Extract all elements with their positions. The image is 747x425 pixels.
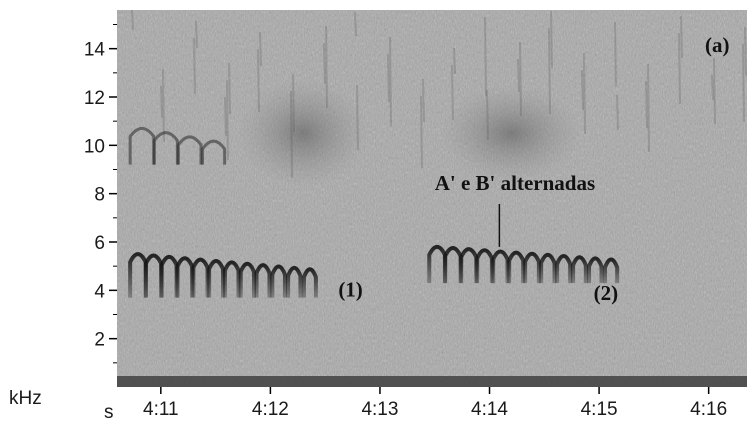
streak xyxy=(292,73,295,133)
broadband-noise-cloud-2 xyxy=(440,84,583,182)
y-tick-label: 10 xyxy=(84,136,105,157)
phrase-2-notes-note xyxy=(555,254,573,284)
streak xyxy=(193,37,196,95)
panel-label: (a) xyxy=(705,33,730,57)
streak xyxy=(290,90,293,179)
phrase-1-upper-notes-note xyxy=(200,139,227,165)
streak xyxy=(614,21,617,87)
streak xyxy=(228,62,231,115)
streak xyxy=(453,47,456,75)
streak xyxy=(680,15,683,59)
streak xyxy=(519,41,522,117)
phrase-1-notes-note xyxy=(191,257,210,298)
phrase-1-upper-notes-note xyxy=(176,135,203,165)
streak xyxy=(742,43,745,123)
streak xyxy=(160,85,163,119)
phrase-2-notes-note xyxy=(603,257,620,284)
streak xyxy=(195,20,198,49)
streak xyxy=(744,26,747,77)
streak xyxy=(484,16,487,97)
streak xyxy=(226,79,229,161)
phrase-1-notes-note xyxy=(238,261,256,298)
annotation: (2) xyxy=(594,281,619,305)
y-tick-label: 2 xyxy=(94,330,105,351)
plot-grain xyxy=(117,10,747,387)
low-frequency-band xyxy=(117,376,747,387)
phrase-2-notes-note xyxy=(571,255,588,284)
phrase-1-notes-note xyxy=(207,259,226,298)
streak xyxy=(162,68,165,143)
axes: 2 4 6 8 10 12 14 4:11 4:12 4:13 4:14 4:15 4:16 xyxy=(84,24,727,420)
phrase-2-notes-note xyxy=(523,251,541,284)
x-tick-label: 4:16 xyxy=(690,399,727,420)
broadband-noise-cloud-1 xyxy=(237,78,369,188)
x-axis-label: s xyxy=(104,402,114,423)
streak xyxy=(711,74,714,101)
vertical-streaks xyxy=(131,10,747,179)
streak xyxy=(616,94,619,131)
streak xyxy=(517,58,520,93)
phrase-1-notes-note xyxy=(222,260,241,298)
y-tick-label: 4 xyxy=(94,281,105,302)
streak xyxy=(713,57,716,125)
y-axis-label: kHz xyxy=(9,388,42,409)
annotations: A' e B' alternadas (1) (2) xyxy=(338,171,618,305)
phrase-1-notes-note xyxy=(270,264,287,298)
phrase-1-notes-note xyxy=(286,266,303,298)
x-tick-label: 4:15 xyxy=(581,399,618,420)
streak xyxy=(581,69,584,111)
y-tick-label: 6 xyxy=(94,233,105,254)
streak xyxy=(583,52,586,135)
streak xyxy=(420,95,423,169)
x-tick-label: 4:13 xyxy=(361,399,398,420)
streak xyxy=(325,25,328,109)
phrase-1-upper-notes-note xyxy=(128,126,156,165)
y-tick-label: 14 xyxy=(84,40,106,61)
annotation: A' e B' alternadas xyxy=(435,171,595,195)
streak xyxy=(257,48,260,113)
streak xyxy=(131,10,134,31)
streak xyxy=(647,63,650,153)
x-tick-label: 4:12 xyxy=(252,399,289,420)
streak xyxy=(259,31,262,67)
x-tick-label: 4:14 xyxy=(471,399,508,420)
streak xyxy=(422,78,425,123)
noise-clouds xyxy=(237,78,583,188)
streak xyxy=(451,64,454,121)
syllable-notes xyxy=(128,126,620,298)
annotation: (1) xyxy=(338,277,363,301)
streak xyxy=(356,84,359,151)
phrase-2-notes-note xyxy=(587,256,604,284)
phrase-1-notes-note xyxy=(254,263,272,298)
streak xyxy=(548,27,551,115)
streak xyxy=(389,36,392,127)
phrase-2-notes-note xyxy=(507,250,526,284)
y-tick-label: 12 xyxy=(84,88,105,109)
streak xyxy=(354,11,357,37)
phrase-2-notes-note xyxy=(539,252,557,284)
streak xyxy=(323,42,326,85)
y-tick-label: 8 xyxy=(94,185,105,206)
x-tick-label: 4:11 xyxy=(143,399,179,420)
streak xyxy=(678,32,681,105)
streak xyxy=(645,80,648,129)
streak xyxy=(224,96,227,137)
phrase-1-notes-note xyxy=(301,267,318,298)
streak xyxy=(387,53,390,103)
streak xyxy=(486,89,489,141)
phrase-1-upper-notes-note xyxy=(152,131,179,165)
streak xyxy=(550,10,553,69)
